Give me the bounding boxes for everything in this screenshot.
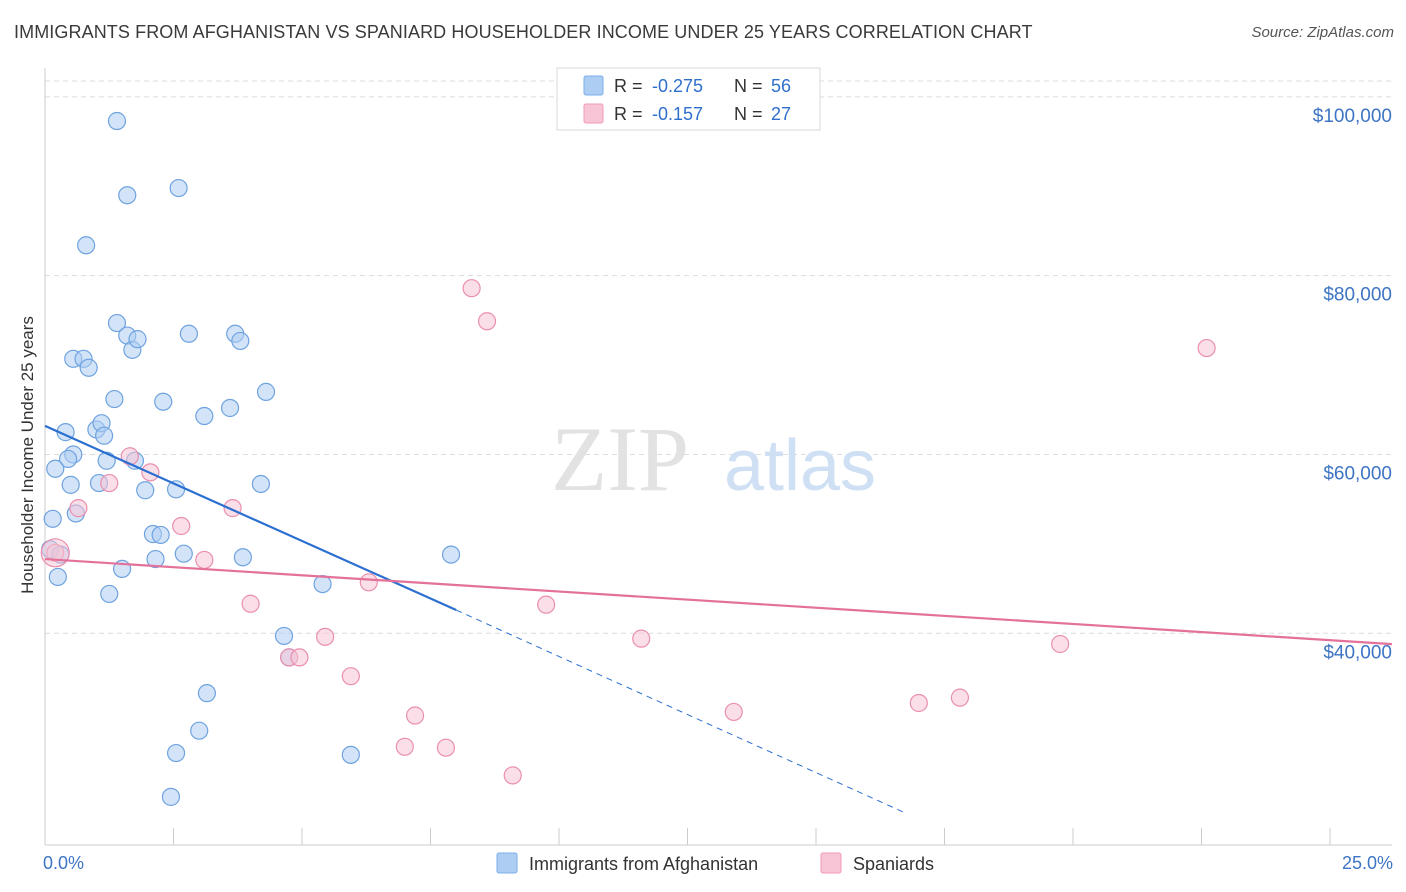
data-point	[107, 111, 127, 131]
watermark: ZIP atlas	[551, 408, 876, 510]
x-tick-labels: 0.0% 25.0%	[43, 853, 1393, 873]
x-tick-label-end: 25.0%	[1342, 853, 1393, 873]
legend-r-value-2: -0.157	[652, 104, 703, 124]
bottom-legend-swatch-blue	[496, 852, 518, 874]
legend-r-label-1: R =	[614, 76, 643, 96]
data-point	[172, 516, 191, 536]
axes	[44, 68, 1392, 846]
bottom-legend: Immigrants from Afghanistan Spaniards	[496, 852, 934, 874]
data-point	[146, 549, 165, 569]
data-point	[395, 737, 414, 756]
data-point	[46, 459, 65, 478]
data-point	[95, 426, 114, 445]
trend-lines	[44, 424, 1393, 813]
data-point	[151, 525, 170, 545]
bottom-legend-label-pink: Spaniards	[853, 854, 934, 874]
trend-line-afghanistan-extension	[455, 609, 904, 813]
data-point	[128, 330, 147, 349]
data-point	[136, 481, 155, 500]
data-point	[462, 279, 481, 298]
data-point	[632, 629, 651, 648]
data-point-large	[40, 538, 70, 568]
data-point	[341, 667, 360, 686]
data-point	[313, 574, 332, 594]
data-point	[1051, 634, 1070, 654]
y-tick-label: $80,000	[1323, 285, 1392, 306]
series-spaniards	[40, 279, 1216, 785]
data-point	[79, 358, 98, 377]
data-point	[169, 178, 188, 198]
data-point	[405, 706, 425, 725]
data-point	[477, 312, 497, 331]
data-point	[97, 451, 116, 470]
y-tick-labels: $40,000 $60,000 $80,000 $100,000	[1313, 106, 1392, 663]
data-point	[724, 702, 743, 722]
data-point	[174, 544, 193, 563]
source-label: Source: ZipAtlas.com	[1251, 24, 1394, 41]
data-point	[950, 688, 970, 707]
data-point	[241, 594, 260, 613]
data-point	[190, 721, 209, 740]
data-point	[231, 331, 250, 351]
data-point	[154, 392, 173, 411]
data-point	[441, 545, 461, 564]
data-point	[290, 648, 309, 667]
trend-line-spaniards	[44, 557, 1393, 646]
data-point	[359, 573, 378, 592]
data-point	[316, 627, 335, 646]
legend-n-label-1: N =	[734, 76, 763, 96]
data-point	[43, 509, 62, 528]
data-point	[161, 787, 181, 806]
legend-n-label-2: N =	[734, 104, 763, 124]
data-point	[61, 475, 80, 494]
data-point	[100, 473, 119, 493]
series-afghanistan	[41, 111, 461, 806]
data-point	[1197, 338, 1216, 358]
data-point	[105, 389, 124, 409]
data-point	[118, 186, 137, 205]
data-point	[537, 595, 556, 614]
legend-r-label-2: R =	[614, 104, 643, 124]
data-point	[436, 738, 456, 757]
data-point	[107, 313, 127, 333]
data-point	[220, 398, 240, 418]
data-point	[251, 474, 270, 494]
data-point	[909, 693, 928, 713]
data-point	[256, 382, 276, 401]
legend-swatch-blue	[583, 75, 604, 96]
data-point	[274, 626, 294, 646]
data-point	[48, 567, 67, 587]
y-tick-label: $100,000	[1313, 106, 1392, 127]
data-point	[197, 684, 217, 703]
legend-n-value-2: 27	[771, 104, 791, 124]
data-point	[59, 449, 78, 469]
chart-title: IMMIGRANTS FROM AFGHANISTAN VS SPANIARD …	[14, 22, 1033, 42]
data-point	[69, 499, 88, 518]
legend-box: R = -0.275 N = 56 R = -0.157 N = 27	[556, 67, 821, 131]
data-point	[341, 745, 360, 764]
data-point	[503, 766, 522, 785]
data-point	[100, 584, 119, 604]
data-point	[195, 550, 214, 570]
watermark-atlas: atlas	[724, 426, 876, 506]
data-point	[179, 324, 199, 343]
legend-swatch-pink	[583, 103, 604, 124]
legend-r-value-1: -0.275	[652, 76, 703, 96]
data-point	[166, 743, 186, 763]
y-tick-label: $60,000	[1323, 463, 1392, 484]
trend-line-afghanistan	[44, 424, 457, 612]
data-point	[233, 548, 252, 567]
bottom-legend-label-blue: Immigrants from Afghanistan	[529, 854, 758, 874]
y-tick-label: $40,000	[1323, 642, 1392, 663]
y-axis-label: Householder Income Under 25 years	[18, 316, 37, 594]
legend-n-value-1: 56	[771, 76, 791, 96]
data-point	[195, 406, 214, 426]
data-point	[77, 236, 96, 255]
watermark-zip: ZIP	[551, 408, 689, 510]
bottom-legend-swatch-pink	[820, 852, 842, 874]
x-tick-label-start: 0.0%	[43, 853, 84, 873]
